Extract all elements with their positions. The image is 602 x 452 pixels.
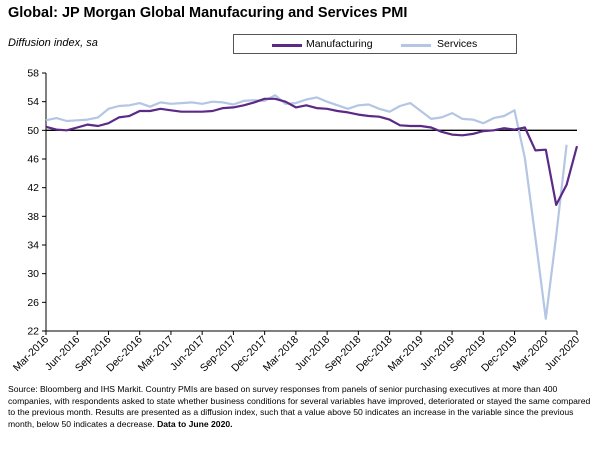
source-note: Source: Bloomberg and IHS Markit. Countr… — [8, 384, 598, 430]
y-tick-label: 58 — [27, 68, 39, 80]
legend-swatch-services — [401, 44, 431, 47]
legend-label-manufacturing: Manufacturing — [306, 38, 373, 50]
y-tick-label: 38 — [27, 211, 39, 223]
y-tick-label: 46 — [27, 154, 39, 166]
y-tick-label: 22 — [27, 326, 39, 338]
y-tick-label: 30 — [27, 268, 39, 280]
series-line-services — [45, 94, 568, 320]
y-tick-label: 34 — [27, 240, 39, 252]
y-tick-label: 50 — [27, 125, 39, 137]
legend-swatch-manufacturing — [272, 44, 302, 47]
source-text: Source: Bloomberg and IHS Markit. Countr… — [8, 384, 591, 429]
x-tick-label: Jun-2020 — [543, 334, 583, 374]
chart-subtitle: Diffusion index, sa — [8, 37, 98, 49]
y-tick-label: 42 — [27, 182, 39, 194]
legend-label-services: Services — [437, 38, 478, 50]
y-tick-label: 54 — [27, 96, 39, 108]
source-data-note: Data to June 2020. — [157, 418, 233, 429]
chart-legend: Manufacturing Services — [233, 34, 517, 54]
chart-title: Global: JP Morgan Global Manufacuring an… — [8, 5, 408, 21]
series-line-manufacturing — [45, 97, 579, 206]
y-tick-label: 26 — [27, 297, 39, 309]
